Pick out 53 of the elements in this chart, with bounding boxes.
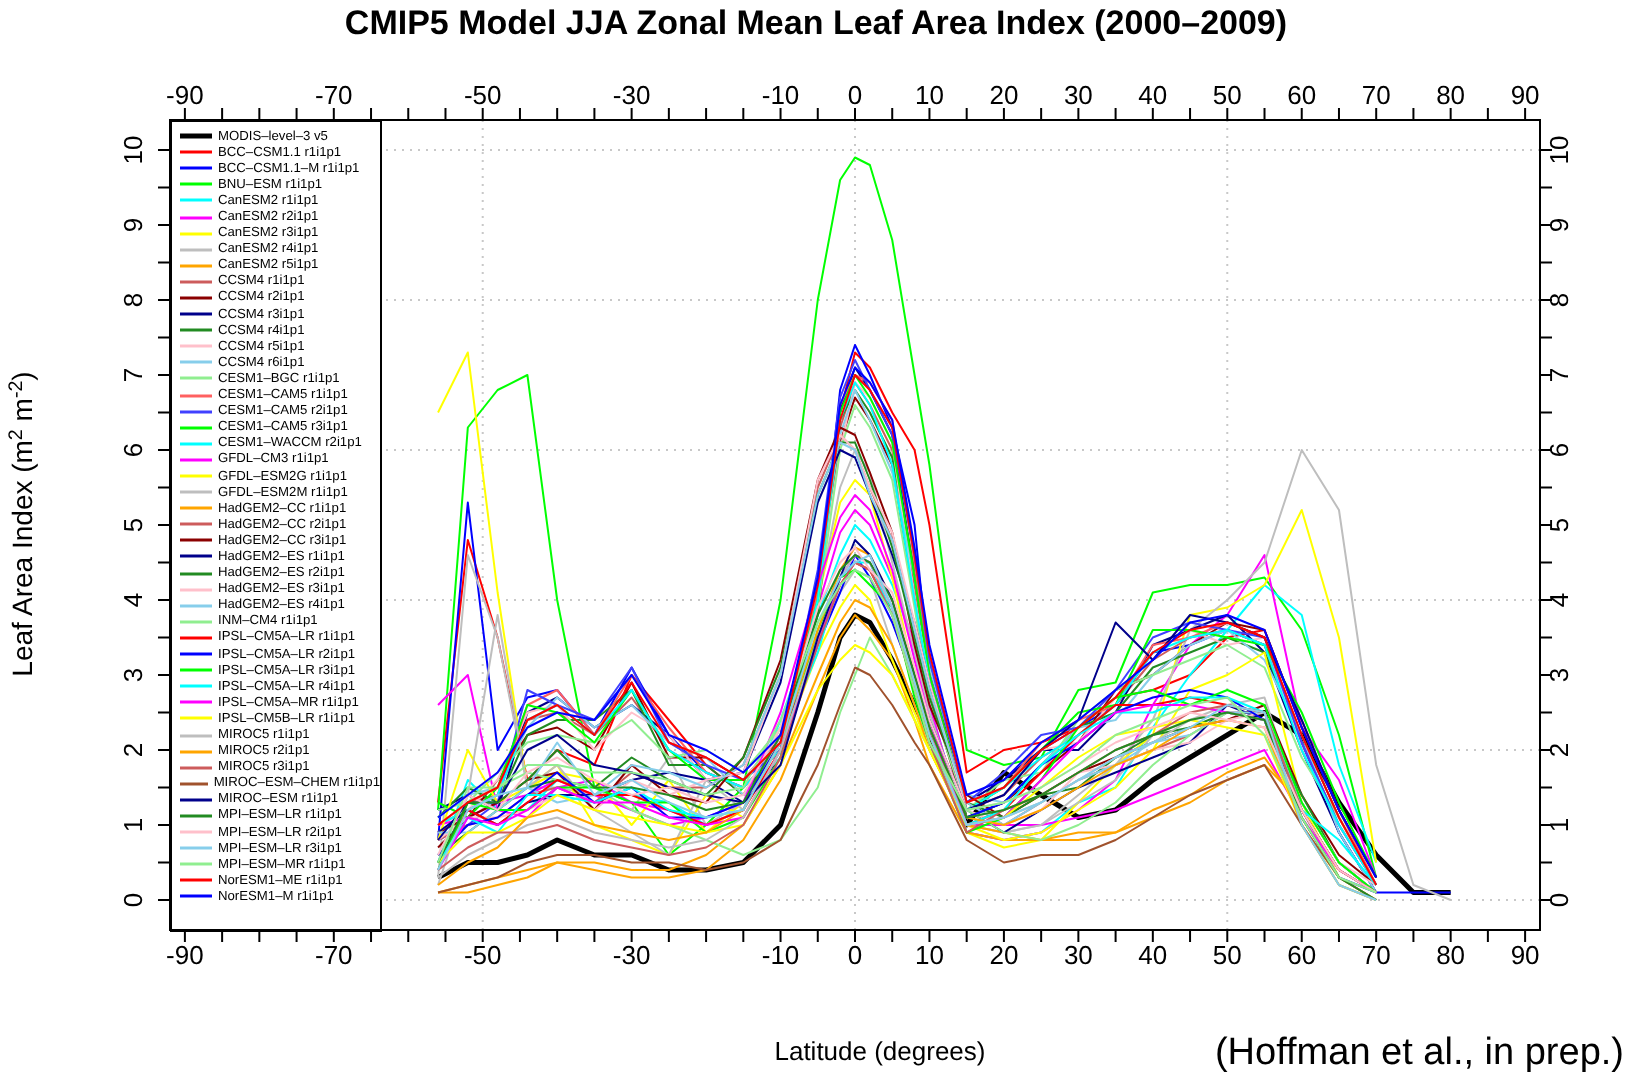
x-tick-label: 20 bbox=[989, 80, 1019, 110]
chart-title: CMIP5 Model JJA Zonal Mean Leaf Area Index (2000–2009) bbox=[342, 4, 1290, 44]
x2-tick-label: 0 bbox=[847, 940, 863, 971]
y2-tick-label: 5 bbox=[1544, 517, 1574, 533]
y-tick-label: 9 bbox=[118, 217, 148, 233]
y2-tick-label: 3 bbox=[1544, 667, 1574, 683]
x-tick-label: -70 bbox=[315, 80, 353, 110]
y-tick-label: 8 bbox=[118, 292, 148, 308]
y2-tick-label: 9 bbox=[1544, 217, 1574, 233]
x-tick-label: 70 bbox=[1361, 80, 1391, 110]
x2-tick-label: 70 bbox=[1361, 940, 1391, 971]
y-tick-label: 5 bbox=[118, 517, 148, 533]
x2-tick-label: -90 bbox=[166, 940, 204, 971]
x-tick-label: -50 bbox=[463, 80, 502, 110]
y2-tick-label: 6 bbox=[1544, 442, 1574, 458]
x-axis-title: Latitude (degrees) bbox=[774, 1036, 986, 1066]
text: (Hoffman et al., in prep.) bbox=[1214, 1032, 1624, 1074]
y2-tick-label: 8 bbox=[1544, 292, 1574, 308]
x2-tick-label: 10 bbox=[914, 940, 944, 971]
y2-tick-label: 2 bbox=[1544, 742, 1574, 758]
x-tick-label: 10 bbox=[914, 80, 944, 110]
x2-tick-label: 80 bbox=[1436, 940, 1466, 971]
x-tick-label: 30 bbox=[1063, 80, 1093, 110]
x-tick-label: 90 bbox=[1510, 80, 1540, 110]
x-tick-label: 50 bbox=[1212, 80, 1242, 110]
x-tick-label: 0 bbox=[847, 80, 863, 110]
y-tick-label: 10 bbox=[118, 135, 148, 165]
y-tick-label: 4 bbox=[118, 592, 148, 608]
y2-tick-label: 0 bbox=[1544, 892, 1574, 908]
y-tick-label: 6 bbox=[118, 442, 148, 458]
x-tick-label: -30 bbox=[612, 80, 651, 110]
x2-tick-label: 90 bbox=[1510, 940, 1540, 971]
x-tick-label: 80 bbox=[1436, 80, 1466, 110]
y-tick-label: 0 bbox=[118, 892, 148, 908]
y-tick-label: 1 bbox=[118, 817, 148, 833]
x2-tick-label: 20 bbox=[989, 940, 1019, 971]
x2-tick-label: 30 bbox=[1063, 940, 1093, 971]
x-tick-label: 60 bbox=[1287, 80, 1317, 110]
x2-tick-label: -50 bbox=[463, 940, 502, 971]
x2-tick-label: 40 bbox=[1138, 940, 1168, 971]
x-tick-label: 40 bbox=[1138, 80, 1168, 110]
x2-tick-label: 50 bbox=[1212, 940, 1242, 971]
x-tick-label: -90 bbox=[166, 80, 204, 110]
x2-tick-label: 60 bbox=[1287, 940, 1317, 971]
x-tick-label: -10 bbox=[761, 80, 800, 110]
y-tick-label: 7 bbox=[118, 367, 148, 383]
x2-tick-label: -10 bbox=[761, 940, 800, 971]
x2-tick-label: -70 bbox=[315, 940, 353, 971]
y2-tick-label: 10 bbox=[1544, 135, 1574, 165]
x2-tick-label: -30 bbox=[612, 940, 651, 971]
y-tick-label: 3 bbox=[118, 667, 148, 683]
y2-tick-label: 4 bbox=[1544, 592, 1574, 608]
y-tick-label: 2 bbox=[118, 742, 148, 758]
